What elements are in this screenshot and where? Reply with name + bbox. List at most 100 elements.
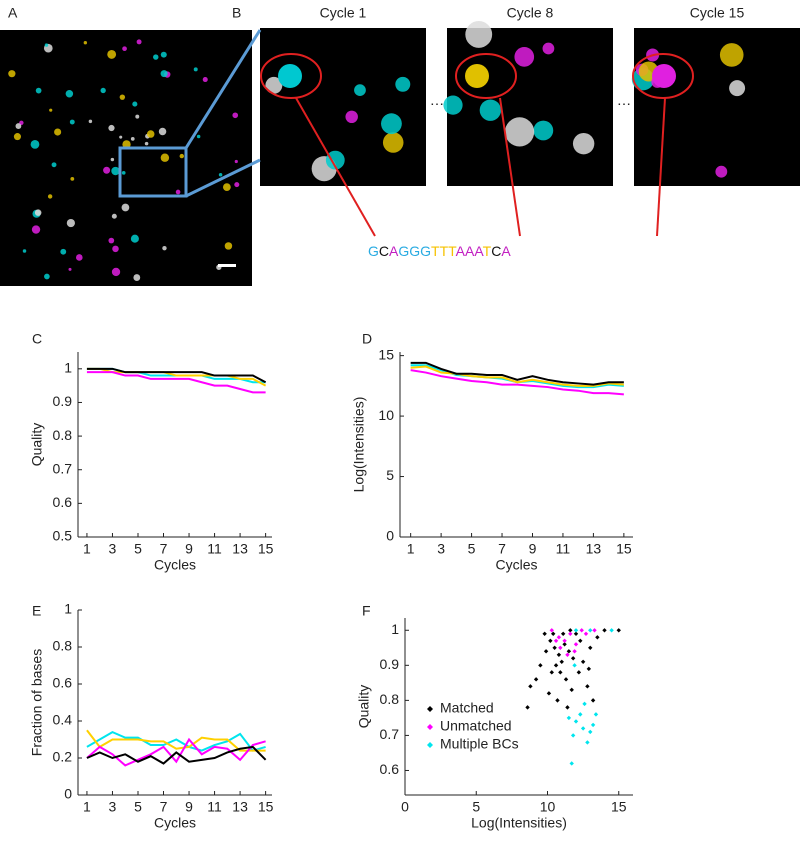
- highlight-circle: [632, 53, 694, 99]
- y-tick-label: 0.9: [53, 393, 73, 409]
- cell: [265, 76, 283, 94]
- y-tick-label: 1: [391, 621, 399, 637]
- cell: [133, 274, 141, 281]
- cell: [47, 194, 53, 199]
- cell: [68, 267, 72, 271]
- cell: [132, 101, 138, 107]
- cell: [443, 95, 463, 115]
- point: [569, 687, 574, 693]
- cell: [49, 108, 53, 112]
- cell: [119, 94, 126, 100]
- cell: [514, 47, 535, 67]
- cell: [83, 41, 88, 45]
- series-line: [410, 361, 624, 386]
- series-line: [86, 367, 267, 384]
- cell: [136, 39, 142, 45]
- cell: [465, 64, 489, 88]
- cell: [719, 43, 744, 67]
- ellipsis: ⋯: [617, 96, 631, 112]
- cell: [66, 218, 75, 228]
- point: [592, 628, 597, 633]
- y-axis-label: Quality: [29, 423, 45, 467]
- cell: [108, 237, 115, 244]
- point: [560, 631, 566, 636]
- x-tick-label: 10: [540, 799, 556, 815]
- cell: [153, 54, 159, 60]
- cell: [54, 128, 62, 136]
- cell: [51, 162, 57, 168]
- series-line: [86, 367, 267, 387]
- point: [616, 628, 621, 633]
- cell: [121, 170, 126, 175]
- base: T: [431, 243, 440, 259]
- cell: [110, 157, 115, 162]
- cell: [179, 153, 184, 159]
- cell: [234, 182, 240, 188]
- x-tick-label: 13: [232, 799, 248, 815]
- cell: [135, 114, 140, 119]
- x-tick-label: 1: [83, 541, 91, 557]
- base: G: [368, 243, 379, 259]
- series-line: [86, 730, 266, 752]
- zoom-line: [185, 158, 261, 198]
- cell: [160, 153, 170, 162]
- y-tick-label: 10: [378, 407, 394, 423]
- cell: [160, 70, 168, 78]
- point: [585, 740, 590, 745]
- point: [588, 628, 593, 633]
- cell: [119, 135, 123, 139]
- series-line: [86, 729, 266, 752]
- y-tick-label: 0.6: [53, 675, 73, 691]
- x-tick-label: 11: [207, 541, 222, 557]
- x-tick-label: 0: [401, 799, 409, 815]
- cell: [354, 84, 366, 96]
- panel-label: D: [362, 331, 372, 347]
- y-tick-label: 15: [378, 346, 394, 362]
- scale-bar: [218, 264, 236, 267]
- connector: [656, 97, 666, 237]
- cell: [112, 245, 119, 253]
- cell: [130, 234, 139, 243]
- point: [549, 628, 554, 633]
- series-line: [86, 737, 266, 767]
- y-tick-label: 0.7: [53, 460, 73, 476]
- point: [602, 628, 607, 633]
- cell: [35, 87, 42, 94]
- point: [590, 698, 596, 703]
- point: [576, 670, 582, 675]
- point: [566, 649, 572, 654]
- point: [546, 691, 552, 696]
- point: [566, 715, 572, 721]
- point: [573, 719, 579, 724]
- x-tick-label: 11: [556, 541, 571, 557]
- point: [528, 684, 533, 689]
- panel-label: C: [32, 331, 42, 347]
- x-axis-label: Cycles: [495, 557, 537, 573]
- point: [553, 663, 559, 668]
- point: [588, 645, 593, 650]
- highlight-circle: [260, 53, 322, 99]
- x-tick-label: 13: [232, 541, 248, 557]
- cell: [234, 159, 238, 164]
- cell: [224, 242, 233, 250]
- point: [538, 663, 543, 668]
- point: [588, 729, 593, 735]
- cell: [158, 127, 167, 136]
- base: T: [448, 243, 457, 259]
- x-tick-label: 7: [498, 541, 506, 557]
- cycle-title: Cycle 1: [320, 5, 367, 21]
- point: [568, 631, 573, 636]
- x-axis-label: Cycles: [154, 815, 196, 831]
- base: A: [389, 243, 399, 259]
- cell: [144, 141, 149, 146]
- cell: [218, 172, 223, 177]
- y-tick-label: 1: [64, 601, 72, 617]
- cell: [69, 119, 75, 125]
- point: [525, 705, 530, 710]
- cell: [652, 64, 676, 88]
- point: [572, 663, 577, 668]
- cell: [222, 183, 231, 191]
- cycle-title: Cycle 8: [507, 5, 554, 21]
- x-tick-label: 5: [472, 799, 480, 815]
- cell: [465, 21, 493, 48]
